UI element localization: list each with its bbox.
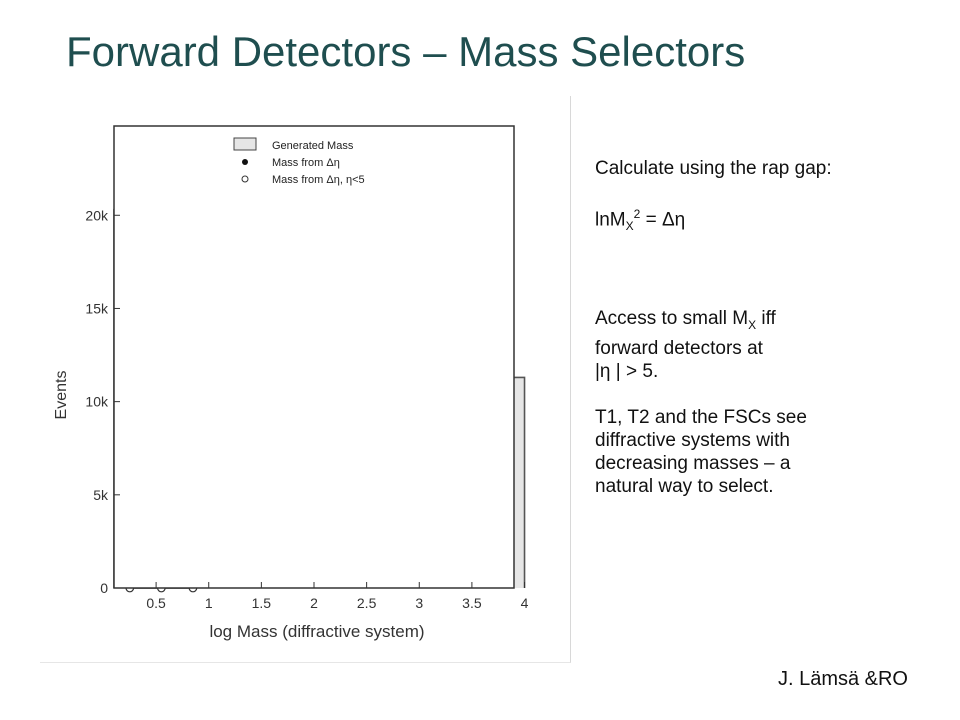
x-tick-label: 1.5 xyxy=(252,595,272,611)
y-tick-label: 0 xyxy=(100,580,108,596)
note-forward-detectors: forward detectors at xyxy=(595,337,763,359)
legend-swatch-histogram xyxy=(233,137,257,151)
legend-label-generated-mass: Generated Mass xyxy=(272,140,354,152)
x-axis-label: log Mass (diffractive system) xyxy=(209,622,424,641)
plot-frame xyxy=(113,125,515,589)
x-tick-label: 2.5 xyxy=(357,595,377,611)
figure-panel: 0.5 1 1.5 2 2.5 3 3.5 4 0 5k 10k 15k 20k Generated M… xyxy=(40,96,571,663)
y-axis-label: Events xyxy=(53,371,70,420)
y-tick-label: 15k xyxy=(85,300,109,316)
note-t1-line3: decreasing masses – a xyxy=(595,452,791,474)
slide-title: Forward Detectors – Mass Selectors xyxy=(66,28,746,75)
mass-chart: 0.5 1 1.5 2 2.5 3 3.5 4 0 5k 10k 15k 20k Generated M… xyxy=(53,125,529,641)
y-tick-label: 5k xyxy=(93,487,109,503)
y-tick-label: 10k xyxy=(85,394,109,410)
note-rap-gap: Calculate using the rap gap: xyxy=(595,158,832,179)
note-formula: lnMX2 = Δη xyxy=(595,207,686,234)
x-tick-label: 3.5 xyxy=(462,595,482,611)
notes-text: Calculate using the rap gap: lnMX2 = Δη … xyxy=(595,157,925,498)
x-tick-label: 2 xyxy=(310,595,318,611)
note-eta-condition: |η | > 5. xyxy=(595,360,659,382)
note-access: Access to small MX iff xyxy=(595,308,776,332)
legend-marker-open xyxy=(241,175,249,183)
x-tick-label: 0.5 xyxy=(146,595,166,611)
author-credit: J. Lämsä &RO xyxy=(777,668,908,690)
note-t1-line2: diffractive systems with xyxy=(595,429,790,451)
x-tick-label: 3 xyxy=(415,595,423,611)
legend-label-mass-from-deta: Mass from Δη xyxy=(272,157,340,169)
note-t1-line4: natural way to select. xyxy=(595,475,774,497)
x-tick-label: 1 xyxy=(205,595,213,611)
legend-label-mass-eta-cut: Mass from Δη, η<5 xyxy=(272,174,365,186)
note-t1-line1: T1, T2 and the FSCs see xyxy=(595,406,807,428)
legend-marker-filled xyxy=(242,159,248,165)
x-tick-label: 4 xyxy=(521,595,529,611)
y-tick-label: 20k xyxy=(85,207,109,223)
